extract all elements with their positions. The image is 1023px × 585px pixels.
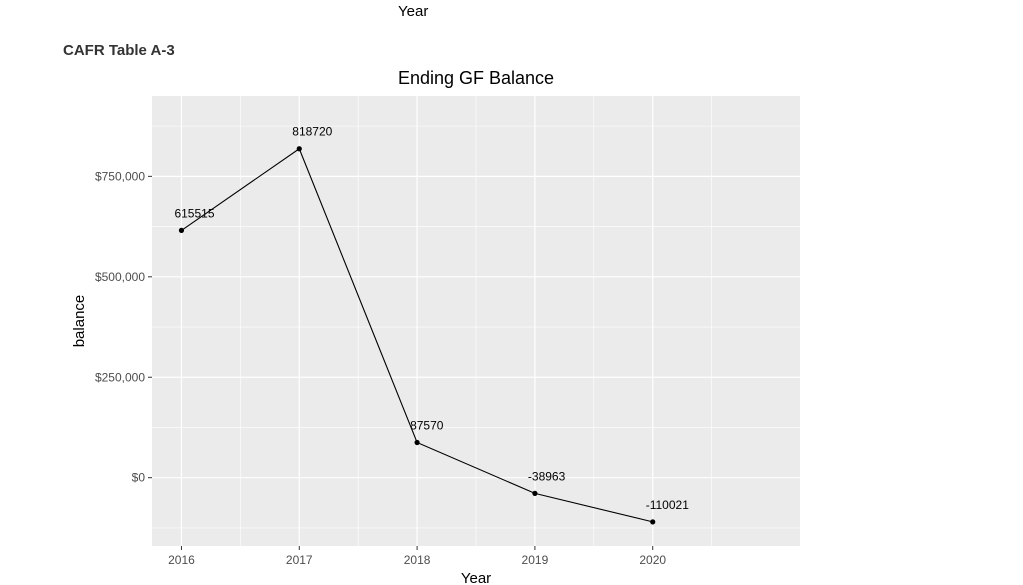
x-tick-label: 2016 bbox=[168, 553, 195, 567]
x-tick-label: 2020 bbox=[639, 553, 666, 567]
y-axis-title: balance bbox=[71, 295, 88, 348]
x-axis-ticks: 2016 2017 2018 2019 2020 bbox=[168, 546, 666, 567]
data-point bbox=[296, 146, 302, 152]
y-tick-label: $750,000 bbox=[95, 169, 145, 183]
x-axis-title: Year bbox=[461, 570, 491, 585]
data-point bbox=[414, 439, 420, 446]
data-point bbox=[532, 490, 538, 496]
data-label: -38963 bbox=[528, 469, 566, 483]
y-axis-ticks: $0 $250,000 $500,000 $750,000 bbox=[95, 169, 152, 485]
x-tick-label: 2017 bbox=[286, 553, 313, 567]
x-tick-label: 2018 bbox=[404, 553, 431, 567]
top-year-label: Year bbox=[398, 3, 429, 20]
data-label: 615515 bbox=[174, 206, 214, 220]
y-tick-label: $500,000 bbox=[95, 270, 145, 284]
minor-grid bbox=[152, 96, 800, 546]
data-label: 818720 bbox=[292, 125, 332, 139]
data-label: 87570 bbox=[410, 419, 444, 433]
major-grid bbox=[152, 96, 800, 546]
chart-title: Ending GF Balance bbox=[398, 68, 554, 88]
data-point bbox=[178, 227, 185, 233]
data-point bbox=[650, 519, 656, 525]
series-layer: 615515 818720 87570 -38963 -110021 bbox=[174, 125, 689, 525]
y-tick-label: $0 bbox=[132, 471, 146, 485]
y-tick-label: $250,000 bbox=[95, 370, 145, 384]
section-title: CAFR Table A-3 bbox=[63, 42, 175, 59]
data-label: -110021 bbox=[646, 498, 689, 512]
x-tick-label: 2019 bbox=[522, 553, 549, 567]
